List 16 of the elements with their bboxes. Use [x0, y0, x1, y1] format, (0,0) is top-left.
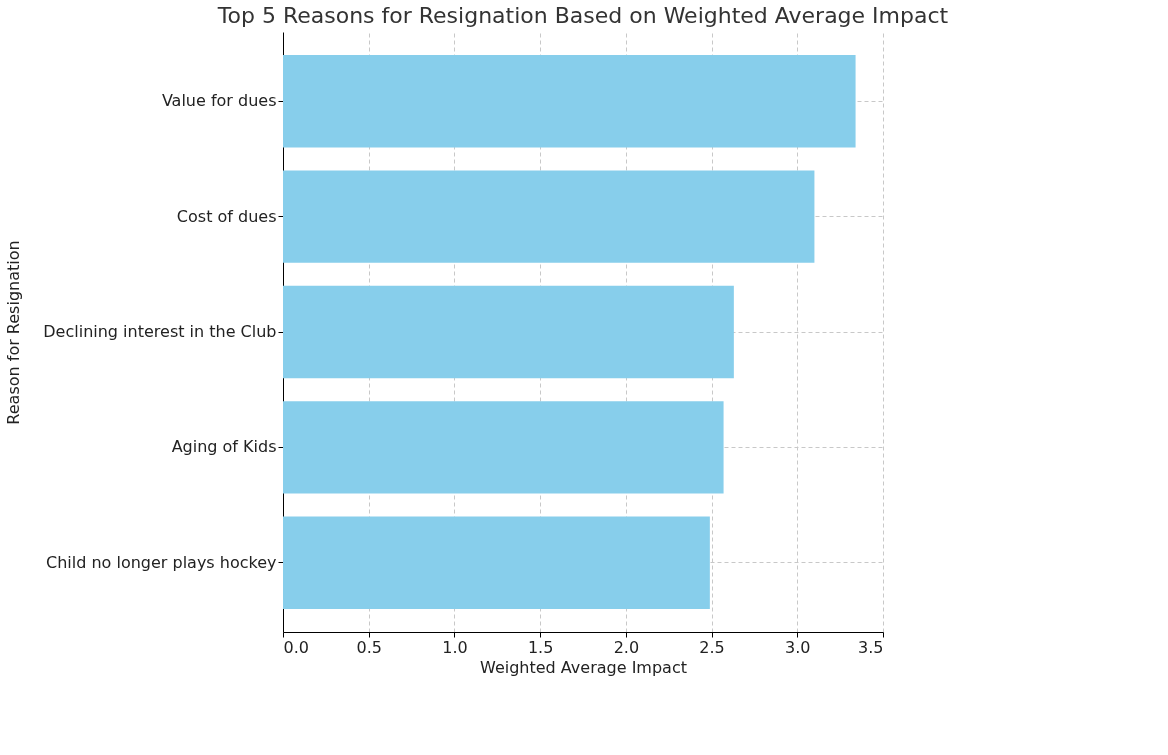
x-tick-label: 3.0: [785, 637, 811, 657]
chart-title: Top 5 Reasons for Resignation Based on Weighted Average Impact: [216, 3, 949, 28]
x-tick-label: 3.5: [858, 637, 884, 657]
y-tick-label: Aging of Kids: [171, 437, 277, 457]
x-tick-label: 0.0: [283, 637, 309, 657]
x-tick-label: 0.5: [356, 637, 382, 657]
x-axis-title: Weighted Average Impact: [480, 657, 687, 677]
y-tick-label: Cost of dues: [176, 206, 277, 226]
x-tick-label: 1.5: [527, 637, 554, 657]
y-tick-label: Value for dues: [161, 91, 277, 111]
y-tick-label: Child no longer plays hockey: [45, 552, 277, 572]
x-tick-label: 2.5: [699, 637, 725, 657]
y-axis-title: Reason for Resignation: [3, 240, 23, 425]
x-tick-label: 1.0: [442, 637, 468, 657]
x-tick-label: 2.0: [613, 637, 640, 657]
y-tick-label: Declining interest in the Club: [43, 322, 277, 341]
